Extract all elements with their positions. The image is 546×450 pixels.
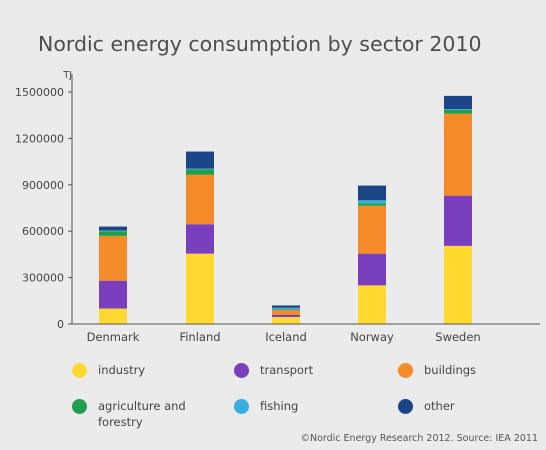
x-tick-label: Sweden xyxy=(435,330,480,344)
bar-segment-iceland-transport xyxy=(272,314,300,318)
bar-segment-iceland-buildings xyxy=(272,310,300,315)
bar-segment-finland-industry xyxy=(186,253,214,324)
bar-segment-finland-agriculture xyxy=(186,169,214,175)
bar-segment-norway-industry xyxy=(358,285,386,324)
bar-segment-norway-fishing xyxy=(358,200,386,204)
y-tick-label: 300000 xyxy=(22,272,64,285)
legend-item: agriculture and forestry xyxy=(72,398,198,430)
bar-segment-finland-other xyxy=(186,151,214,169)
bar-segment-finland-fishing xyxy=(186,168,214,170)
legend-item: buildings xyxy=(398,362,524,378)
legend-swatch xyxy=(72,363,87,378)
bar-segment-denmark-agriculture xyxy=(99,231,127,236)
bars xyxy=(99,95,472,324)
bar-segment-denmark-transport xyxy=(99,280,127,309)
legend-item: transport xyxy=(234,362,360,378)
y-axis: TJ 0 300000 600000 900000 1200000 1500000 xyxy=(15,70,73,331)
legend-item: other xyxy=(398,398,524,414)
bar-segment-iceland-industry xyxy=(272,317,300,324)
legend-label: industry xyxy=(98,363,146,377)
legend-swatch xyxy=(398,399,413,414)
bar-segment-sweden-fishing xyxy=(444,109,472,110)
legend-item: industry xyxy=(72,362,198,378)
source-footer: ©Nordic Energy Research 2012. Source: IE… xyxy=(300,433,538,444)
bar-segment-iceland-agriculture xyxy=(272,309,300,311)
bar-segment-denmark-industry xyxy=(99,308,127,324)
bar-segment-sweden-transport xyxy=(444,195,472,246)
bar-segment-norway-other xyxy=(358,185,386,201)
y-tick-label: 1500000 xyxy=(15,86,64,99)
stacked-bar-chart: TJ 0 300000 600000 900000 1200000 1500000 Denm… xyxy=(15,70,540,344)
legend-swatch xyxy=(398,363,413,378)
bar-segment-denmark-other xyxy=(99,226,127,231)
legend-swatch xyxy=(234,363,249,378)
y-tick-label: 600000 xyxy=(22,225,64,238)
y-tick-label: 1200000 xyxy=(15,132,64,145)
bar-segment-finland-transport xyxy=(186,224,214,254)
bar-segment-finland-buildings xyxy=(186,174,214,225)
bar-segment-denmark-fishing xyxy=(99,230,127,232)
x-axis: Denmark Finland Iceland Norway Sweden xyxy=(72,323,540,344)
y-axis-unit-label: TJ xyxy=(62,70,72,81)
legend-label: transport xyxy=(260,363,314,377)
x-tick-label: Iceland xyxy=(265,330,307,344)
bar-segment-norway-transport xyxy=(358,253,386,286)
legend-swatch xyxy=(72,399,87,414)
bar-segment-denmark-buildings xyxy=(99,235,127,281)
legend-label: fishing xyxy=(260,399,299,413)
legend-label: other xyxy=(424,399,455,413)
bar-segment-norway-buildings xyxy=(358,205,386,254)
bar-segment-sweden-industry xyxy=(444,245,472,324)
chart-title: Nordic energy consumption by sector 2010 xyxy=(38,32,482,56)
legend-label: buildings xyxy=(424,363,477,377)
legend-swatch xyxy=(234,399,249,414)
x-tick-label: Norway xyxy=(350,330,394,344)
y-tick-label: 900000 xyxy=(22,179,64,192)
bar-segment-sweden-agriculture xyxy=(444,109,472,114)
bar-segment-iceland-other xyxy=(272,305,300,308)
x-tick-label: Finland xyxy=(179,330,220,344)
bar-segment-iceland-fishing xyxy=(272,307,300,310)
bar-segment-sweden-buildings xyxy=(444,113,472,196)
x-tick-label: Denmark xyxy=(87,330,140,344)
bar-segment-norway-agriculture xyxy=(358,203,386,206)
legend-item: fishing xyxy=(234,398,360,414)
y-tick-label: 0 xyxy=(57,318,64,331)
bar-segment-sweden-other xyxy=(444,95,472,110)
legend-label: agriculture and forestry xyxy=(98,399,186,429)
